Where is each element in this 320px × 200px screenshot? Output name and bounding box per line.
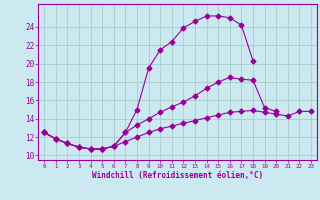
X-axis label: Windchill (Refroidissement éolien,°C): Windchill (Refroidissement éolien,°C) <box>92 171 263 180</box>
